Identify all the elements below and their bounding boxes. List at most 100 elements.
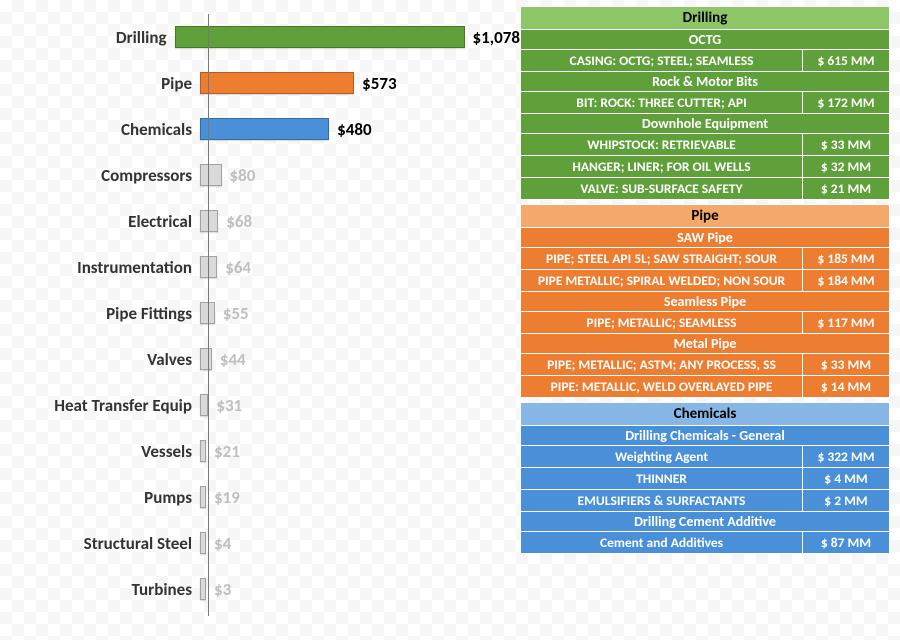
chart-row: Turbines $3 <box>0 566 520 612</box>
panel-subheader: Metal Pipe <box>521 334 889 354</box>
category-label: Pumps <box>0 487 200 508</box>
chart-row: Structural Steel $4 <box>0 520 520 566</box>
chart-row: Compressors $80 <box>0 152 520 198</box>
panel-item-name: WHIPSTOCK: RETRIEVABLE <box>521 134 803 155</box>
panel-item-name: CASING: OCTG; STEEL; SEAMLESS <box>521 50 803 71</box>
panel-item-value: $ 32 MM <box>803 156 889 177</box>
panel-item-name: PIPE; METALLIC; SEAMLESS <box>521 312 803 333</box>
bar <box>200 210 218 232</box>
panel-item-name: PIPE; STEEL API 5L; SAW STRAIGHT; SOUR <box>521 248 803 269</box>
bar-value: $4 <box>214 533 231 554</box>
panel-item-row: PIPE; METALLIC; SEAMLESS$ 117 MM <box>521 312 889 334</box>
detail-panels: DrillingOCTGCASING: OCTG; STEEL; SEAMLES… <box>520 6 890 628</box>
bar-value: $31 <box>216 395 242 416</box>
chart-row: Electrical$68 <box>0 198 520 244</box>
bar <box>200 440 206 462</box>
detail-panel: PipeSAW PipePIPE; STEEL API 5L; SAW STRA… <box>520 204 890 398</box>
chart-row: Vessels $21 <box>0 428 520 474</box>
panel-subheader: Seamless Pipe <box>521 292 889 312</box>
bar-value: $573 <box>362 73 396 94</box>
bar-value: $44 <box>220 349 246 370</box>
category-label: Instrumentation <box>0 257 200 278</box>
panel-item-row: CASING: OCTG; STEEL; SEAMLESS$ 615 MM <box>521 50 889 72</box>
panel-subheader: Rock & Motor Bits <box>521 72 889 92</box>
panel-subheader: Drilling Cement Additive <box>521 512 889 532</box>
y-axis <box>208 14 209 616</box>
panel-subheader: OCTG <box>521 30 889 50</box>
panel-item-row: BIT: ROCK: THREE CUTTER; API$ 172 MM <box>521 92 889 114</box>
category-label: Heat Transfer Equip <box>0 395 200 416</box>
panel-item-value: $ 87 MM <box>803 532 889 553</box>
bar-value: $3 <box>214 579 231 600</box>
category-label: Turbines <box>0 579 200 600</box>
panel-item-value: $ 615 MM <box>803 50 889 71</box>
bar <box>200 348 212 370</box>
panel-item-name: PIPE: METALLIC, WELD OVERLAYED PIPE <box>521 376 803 397</box>
bar-chart: Drilling $1,078 Pipe $573 Chemicals $480 Compr… <box>0 6 520 628</box>
chart-row: Chemicals $480 <box>0 106 520 152</box>
category-label: Chemicals <box>0 119 200 140</box>
chart-row: Valves $44 <box>0 336 520 382</box>
panel-item-row: WHIPSTOCK: RETRIEVABLE$ 33 MM <box>521 134 889 156</box>
panel-subheader: Downhole Equipment <box>521 114 889 134</box>
bar-value: $80 <box>230 165 256 186</box>
panel-item-row: Weighting Agent$ 322 MM <box>521 446 889 468</box>
category-label: Valves <box>0 349 200 370</box>
bar <box>200 118 329 140</box>
panel-item-value: $ 172 MM <box>803 92 889 113</box>
bar <box>200 486 206 508</box>
panel-item-row: PIPE METALLIC; SPIRAL WELDED; NON SOUR$ … <box>521 270 889 292</box>
bar-value: $1,078 <box>473 27 520 48</box>
panel-subheader: Drilling Chemicals - General <box>521 426 889 446</box>
bar-value: $480 <box>337 119 371 140</box>
detail-panel: DrillingOCTGCASING: OCTG; STEEL; SEAMLES… <box>520 6 890 200</box>
panel-item-row: EMULSIFIERS & SURFACTANTS$ 2 MM <box>521 490 889 512</box>
bar-value: $64 <box>225 257 251 278</box>
panel-item-value: $ 33 MM <box>803 354 889 375</box>
panel-item-value: $ 2 MM <box>803 490 889 511</box>
chart-row: Drilling $1,078 <box>0 14 520 60</box>
panel-item-name: Weighting Agent <box>521 446 803 467</box>
bar <box>200 578 206 600</box>
panel-item-row: Cement and Additives$ 87 MM <box>521 532 889 553</box>
panel-item-value: $ 33 MM <box>803 134 889 155</box>
category-label: Vessels <box>0 441 200 462</box>
panel-item-row: HANGER; LINER; FOR OIL WELLS$ 32 MM <box>521 156 889 178</box>
panel-item-value: $ 14 MM <box>803 376 889 397</box>
bar <box>175 26 465 48</box>
chart-row: Heat Transfer Equip $31 <box>0 382 520 428</box>
panel-item-value: $ 322 MM <box>803 446 889 467</box>
panel-item-row: THINNER$ 4 MM <box>521 468 889 490</box>
panel-item-name: VALVE: SUB-SURFACE SAFETY <box>521 178 803 199</box>
panel-item-row: PIPE; METALLIC; ASTM; ANY PROCESS, SS$ 3… <box>521 354 889 376</box>
category-label: Structural Steel <box>0 533 200 554</box>
chart-row: Instrumentation $64 <box>0 244 520 290</box>
bar <box>200 72 354 94</box>
panel-item-name: HANGER; LINER; FOR OIL WELLS <box>521 156 803 177</box>
panel-header: Pipe <box>521 205 889 228</box>
chart-row: Pumps $19 <box>0 474 520 520</box>
panel-item-value: $ 184 MM <box>803 270 889 291</box>
panel-item-value: $ 185 MM <box>803 248 889 269</box>
bar-value: $21 <box>214 441 240 462</box>
panel-item-row: PIPE; STEEL API 5L; SAW STRAIGHT; SOUR$ … <box>521 248 889 270</box>
detail-panel: ChemicalsDrilling Chemicals - GeneralWei… <box>520 402 890 554</box>
chart-row: Pipe Fittings$55 <box>0 290 520 336</box>
bar-value: $55 <box>223 303 249 324</box>
panel-item-name: PIPE METALLIC; SPIRAL WELDED; NON SOUR <box>521 270 803 291</box>
category-label: Drilling <box>0 27 175 48</box>
category-label: Compressors <box>0 165 200 186</box>
bar-value: $19 <box>214 487 240 508</box>
chart-row: Pipe $573 <box>0 60 520 106</box>
panel-header: Drilling <box>521 7 889 30</box>
panel-item-row: VALVE: SUB-SURFACE SAFETY$ 21 MM <box>521 178 889 199</box>
panel-item-value: $ 117 MM <box>803 312 889 333</box>
panel-item-name: EMULSIFIERS & SURFACTANTS <box>521 490 803 511</box>
panel-item-row: PIPE: METALLIC, WELD OVERLAYED PIPE$ 14 … <box>521 376 889 397</box>
panel-item-value: $ 4 MM <box>803 468 889 489</box>
panel-subheader: SAW Pipe <box>521 228 889 248</box>
panel-header: Chemicals <box>521 403 889 426</box>
bar <box>200 164 222 186</box>
panel-item-name: Cement and Additives <box>521 532 803 553</box>
category-label: Pipe <box>0 73 200 94</box>
